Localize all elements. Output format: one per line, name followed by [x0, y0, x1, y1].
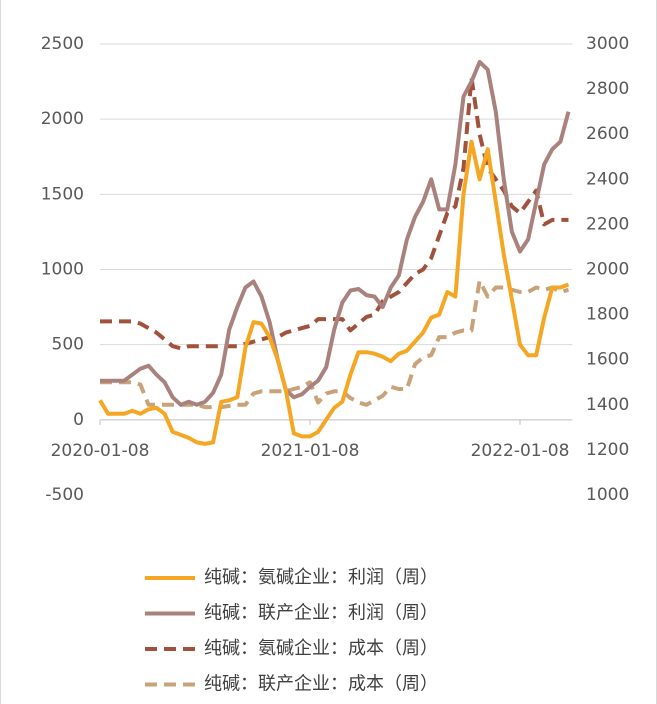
y2-tick-label: 2400 [586, 169, 629, 189]
y2-tick-label: 2800 [586, 79, 629, 99]
y-tick-label: 500 [52, 335, 84, 355]
y2-tick-label: 1800 [586, 305, 629, 325]
y2-tick-label: 1000 [586, 485, 629, 505]
legend-label: 纯碱：联产企业：成本（周） [204, 674, 438, 695]
series-line [100, 278, 570, 410]
legend-label: 纯碱：联产企业：利润（周） [204, 603, 438, 624]
series-line [98, 139, 570, 446]
x-tick-label: 2021-01-08 [261, 441, 360, 461]
y2-tick-label: 2000 [586, 260, 629, 280]
y-tick-label: 2500 [41, 34, 84, 54]
legend-label: 纯碱：氨碱企业：利润（周） [204, 567, 438, 588]
y-tick-label: 1500 [41, 184, 84, 204]
y2-tick-label: 1600 [586, 350, 629, 370]
y-tick-label: 0 [73, 410, 84, 430]
y2-tick-label: 2200 [586, 214, 629, 234]
y2-tick-label: 1200 [586, 440, 629, 460]
legend-label: 纯碱：氨碱企业：成本（周） [204, 638, 438, 659]
y-tick-label: 1000 [41, 260, 84, 280]
y-tick-label: -500 [45, 485, 84, 505]
y2-tick-label: 3000 [586, 34, 629, 54]
y2-tick-label: 2600 [586, 124, 629, 144]
x-tick-label: 2022-01-08 [471, 441, 570, 461]
y-tick-label: 2000 [41, 109, 84, 129]
y2-tick-label: 1400 [586, 395, 629, 415]
series-line [100, 60, 571, 407]
x-tick-label: 2020-01-08 [51, 441, 150, 461]
